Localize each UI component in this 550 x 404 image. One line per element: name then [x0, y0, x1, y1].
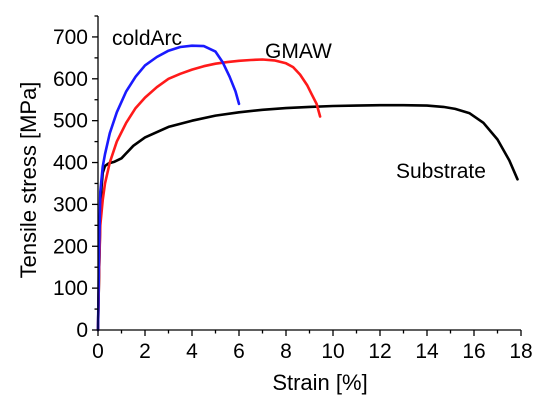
- curves-layer: [96, 44, 519, 332]
- y-tick-label: 500: [53, 110, 88, 133]
- x-tick-label: 8: [280, 340, 292, 363]
- series-gmaw-line: [96, 58, 322, 332]
- series-label-coldarc: coldArc: [112, 27, 182, 50]
- series-coldarc-line: [96, 44, 241, 332]
- x-tick-label: 16: [462, 340, 485, 363]
- y-tick-label: 400: [53, 152, 88, 175]
- y-tick-label: 300: [53, 193, 88, 216]
- y-tick-label: 600: [53, 68, 88, 91]
- labels-layer: coldArc GMAW Substrate: [112, 27, 486, 183]
- x-axis-title: Strain [%]: [272, 370, 367, 395]
- x-tick-label: 6: [233, 340, 245, 363]
- series-substrate-line: [96, 103, 519, 332]
- x-tick-label: 2: [139, 340, 151, 363]
- x-tick-label: 12: [368, 340, 391, 363]
- y-tick-label: 200: [53, 235, 88, 258]
- x-tick-label: 0: [92, 340, 104, 363]
- axes-layer: 0 2 4 6 8 10 12 14 16 18 0 100 200 300 400 500 600 700: [53, 15, 533, 363]
- series-label-substrate: Substrate: [396, 160, 486, 183]
- y-axis-title: Tensile stress [MPa]: [16, 82, 41, 279]
- y-tick-label: 0: [76, 319, 88, 342]
- x-tick-label: 14: [415, 340, 439, 363]
- x-tick-label: 4: [186, 340, 198, 363]
- y-tick-label: 100: [53, 277, 88, 300]
- x-tick-label: 18: [509, 340, 532, 363]
- x-tick-label: 10: [321, 340, 344, 363]
- y-tick-label: 700: [53, 26, 88, 49]
- series-label-gmaw: GMAW: [265, 40, 332, 63]
